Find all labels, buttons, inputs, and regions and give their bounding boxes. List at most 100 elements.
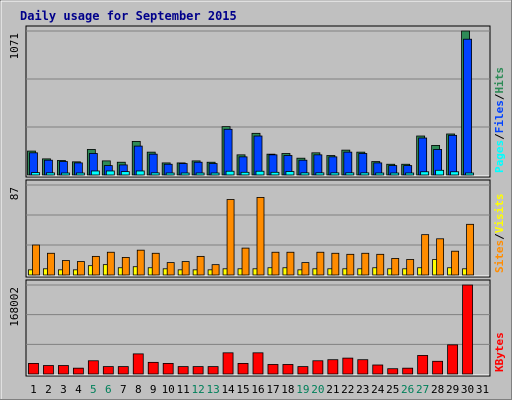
- bar-kbytes-day-5: [87, 360, 99, 375]
- bar-kbytes-day-1: [28, 363, 39, 375]
- bar-kbytes-day-7: [117, 366, 129, 375]
- day-label-30: 30: [461, 383, 474, 396]
- bar-sites-day-12: [196, 255, 205, 276]
- legend-entry: Visits: [493, 194, 506, 234]
- bar-kbytes-day-9: [147, 361, 159, 375]
- legend-entry: /: [493, 93, 506, 100]
- bar-pages-day-8: [135, 170, 145, 176]
- legend-entry: Hits: [493, 67, 506, 94]
- day-label-16: 16: [251, 383, 264, 396]
- bar-sites-day-11: [181, 261, 190, 276]
- legend-entry: Pages: [493, 140, 506, 173]
- bar-sites-day-22: [346, 253, 355, 276]
- panel-max-label: 87: [8, 187, 21, 200]
- bar-pages-day-26: [405, 172, 415, 176]
- bar-pages-day-2: [46, 172, 55, 176]
- day-label-29: 29: [446, 383, 459, 396]
- bar-files-day-22: [343, 151, 353, 176]
- bar-sites-day-7: [121, 257, 130, 276]
- bar-pages-day-21: [330, 172, 340, 176]
- panel-visits-sites: 87 Sites/Visits: [8, 179, 506, 278]
- bar-sites-day-10: [166, 262, 175, 276]
- bar-kbytes-day-21: [327, 359, 339, 375]
- bar-kbytes-day-2: [43, 365, 54, 375]
- bar-kbytes-day-13: [207, 366, 219, 375]
- bar-pages-day-29: [450, 171, 459, 176]
- day-label-2: 2: [45, 383, 52, 396]
- day-label-31: 31: [476, 383, 489, 396]
- bar-sites-day-26: [406, 259, 415, 276]
- bar-pages-day-11: [180, 172, 190, 176]
- legend-entry: KBytes: [493, 332, 506, 372]
- day-label-24: 24: [371, 383, 385, 396]
- bar-files-day-20: [313, 154, 323, 176]
- day-label-27: 27: [416, 383, 429, 396]
- bar-kbytes-day-29: [447, 344, 458, 375]
- panel-legend: KBytes: [493, 332, 506, 372]
- bar-sites-day-29: [451, 250, 459, 276]
- bar-sites-day-20: [316, 251, 325, 276]
- bar-files-day-30: [463, 38, 472, 176]
- bar-sites-day-3: [62, 260, 70, 276]
- bar-sites-day-18: [286, 251, 295, 276]
- bar-sites-day-27: [421, 234, 430, 276]
- bar-pages-day-10: [165, 172, 175, 176]
- bar-sites-day-17: [271, 251, 280, 276]
- bar-sites-day-9: [151, 252, 160, 276]
- panel-max-label: 1071: [8, 33, 21, 60]
- bar-kbytes-day-27: [417, 355, 429, 375]
- chart-panels: 1071Pages/Files/Hits87Sites/Visits168002…: [8, 25, 506, 377]
- bar-sites-day-8: [136, 249, 145, 276]
- bar-pages-day-24: [375, 172, 385, 176]
- series-pages: [31, 169, 474, 176]
- bar-files-day-23: [358, 153, 368, 176]
- bar-kbytes-day-11: [177, 366, 189, 375]
- bar-sites-day-21: [331, 252, 340, 276]
- bar-kbytes-day-8: [132, 353, 144, 375]
- bar-files-day-9: [148, 153, 158, 176]
- bar-pages-day-3: [61, 172, 70, 176]
- bar-sites-day-23: [361, 252, 370, 276]
- bar-sites-day-15: [241, 247, 250, 276]
- bar-sites-day-28: [436, 238, 445, 276]
- day-label-5: 5: [90, 383, 97, 396]
- day-label-10: 10: [162, 383, 175, 396]
- bar-pages-day-22: [345, 172, 355, 176]
- day-label-4: 4: [75, 383, 82, 396]
- series-kbytes: [28, 284, 473, 375]
- bar-pages-day-7: [120, 171, 130, 176]
- bar-pages-day-17: [270, 171, 280, 176]
- panel-kbytes: 168002 KBytes: [8, 279, 506, 377]
- bar-kbytes-day-19: [297, 366, 309, 375]
- day-label-23: 23: [356, 383, 369, 396]
- bar-pages-day-16: [255, 170, 265, 176]
- bar-files-day-16: [253, 135, 263, 176]
- day-label-28: 28: [431, 383, 444, 396]
- day-label-7: 7: [120, 383, 127, 396]
- bar-sites-day-25: [391, 258, 400, 276]
- day-label-1: 1: [30, 383, 37, 396]
- bar-kbytes-day-20: [312, 360, 324, 375]
- day-label-8: 8: [135, 383, 142, 396]
- day-label-11: 11: [177, 383, 190, 396]
- bar-kbytes-day-22: [342, 357, 354, 375]
- bar-kbytes-day-24: [372, 364, 384, 375]
- bar-pages-day-14: [225, 170, 235, 176]
- bar-pages-day-1: [31, 172, 40, 176]
- bar-sites-day-30: [466, 223, 474, 276]
- legend-entry: Files: [493, 100, 506, 133]
- bar-pages-day-27: [420, 171, 430, 176]
- bar-sites-day-14: [226, 199, 235, 276]
- bar-files-day-14: [223, 128, 233, 176]
- day-label-13: 13: [206, 383, 219, 396]
- bar-pages-day-6: [105, 170, 115, 176]
- day-label-17: 17: [266, 383, 279, 396]
- day-label-19: 19: [296, 383, 309, 396]
- bar-pages-day-23: [360, 172, 370, 176]
- day-label-12: 12: [192, 383, 205, 396]
- day-label-14: 14: [221, 383, 235, 396]
- bar-pages-day-28: [435, 169, 445, 176]
- day-label-3: 3: [60, 383, 67, 396]
